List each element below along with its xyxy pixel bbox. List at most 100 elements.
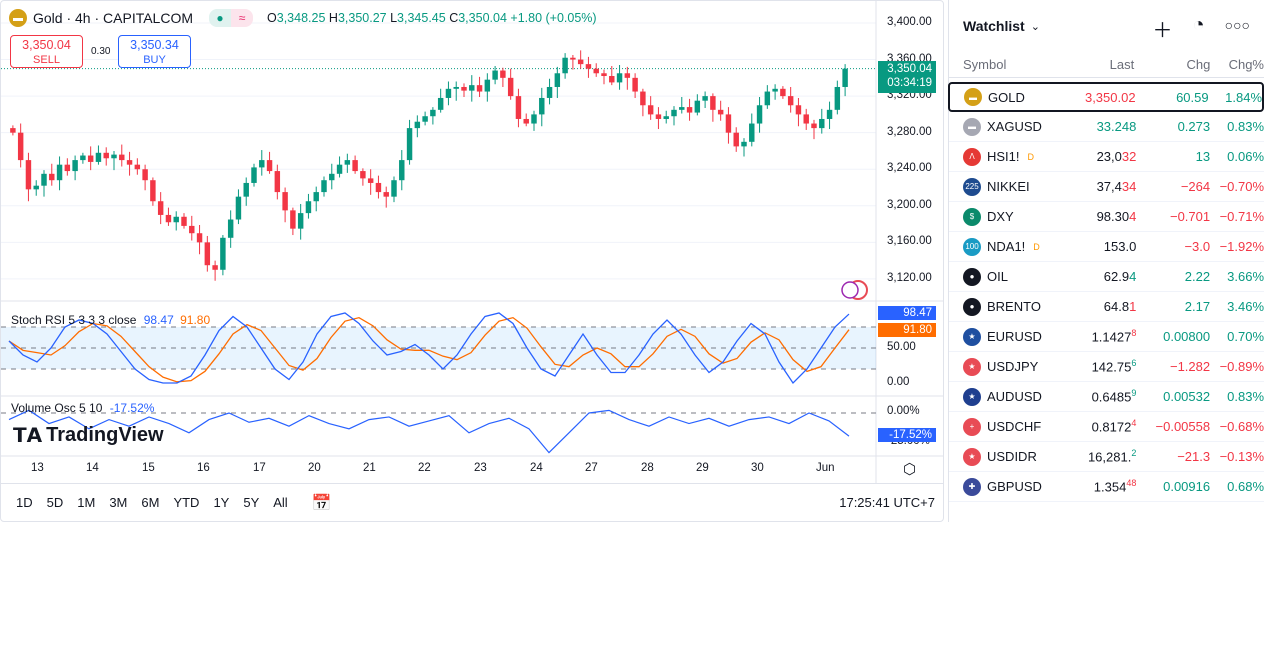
more-options-icon[interactable]: ○○○ [1224,17,1250,33]
candle-body [227,219,234,238]
watchlist-row-eurusd[interactable]: ★ EURUSD 1.14278 0.00800 0.70% [949,322,1264,352]
watchlist-row-nda1[interactable]: 100 NDA1! D 153.0 −3.0 −1.92% [949,232,1264,262]
candle-body [803,114,809,124]
bottom-toolbar: 1D 5D 1M 3M 6M YTD 1Y 5Y All 📅 17:25:41 UTC+7 [1,483,943,521]
candle-body [72,160,78,172]
range-button-ytd[interactable]: YTD [173,495,200,510]
watchlist-row-usdidr[interactable]: ★ USDIDR 16,281.2 −21.3 −0.13% [949,442,1264,472]
settings-icon[interactable]: ⬡ [903,461,917,478]
col-symbol[interactable]: Symbol [963,57,1007,72]
change-percent: −1.92% [1219,239,1264,254]
change: 2.17 [1184,299,1211,314]
change: 0.00916 [1163,479,1211,494]
range-button-5d[interactable]: 5D [46,495,64,510]
time-label: 22 [418,462,431,474]
watchlist-row-brento[interactable]: ● BRENTO 64.81 2.17 3.46% [949,292,1264,322]
time-label: 21 [363,462,376,474]
date-range-icon[interactable]: 📅 [311,494,332,512]
market-status[interactable]: ● ≈ [209,9,254,27]
candle-body [453,86,459,89]
stoch-rsi-legend[interactable]: Stoch RSI 5 3 3 3 close 98.47 91.80 [11,313,210,327]
candle-body [134,164,141,170]
price-label: 3,120.00 [887,271,932,284]
watchlist-title[interactable]: Watchlist [963,18,1025,34]
candle-body [111,154,117,159]
candle-body [321,180,327,193]
candle-body [360,171,366,179]
bar-countdown: 03:34:19 [887,77,932,89]
nasdaq-100-icon: 100 [963,237,981,256]
watchlist-row-gold[interactable]: ▬ GOLD 3,350.02 60.59 1.84% [948,82,1264,112]
candle-body [842,68,848,87]
range-button-1d[interactable]: 1D [16,495,33,510]
watchlist-row-hsi1[interactable]: Λ HSI1! D 23,032 13 0.06% [949,142,1264,172]
candle-body [539,97,545,115]
watchlist-row-usdjpy[interactable]: ★ USDJPY 142.756 −1.282 −0.89% [949,352,1264,382]
advanced-view-icon[interactable]: ◔ [1192,14,1205,36]
col-chg-pct[interactable]: Chg% [1228,57,1264,72]
last-tail: 8 [1131,328,1137,339]
range-button-6m[interactable]: 6M [141,495,160,510]
candle-body [717,109,724,115]
watchlist-row-xagusd[interactable]: ▬ XAGUSD 33.248 0.273 0.83% [949,112,1264,142]
last-tail: 1 [1129,299,1137,314]
chevron-down-icon[interactable]: ⌄ [1030,20,1040,33]
symbol-legend: ▬ Gold · 4h · CAPITALCOM ● ≈ O3,348.25 H3… [9,9,597,27]
candle-body [352,160,358,172]
last-tail: 48 [1126,478,1137,489]
change-percent: −0.71% [1219,209,1264,224]
silver-bar-icon: ▬ [963,117,981,136]
candle-body [492,70,498,80]
chart-panel[interactable]: ▬ Gold · 4h · CAPITALCOM ● ≈ O3,348.25 H3… [0,0,944,522]
tradingview-logo[interactable]: 𝗧𝗔 TradingView [13,423,164,448]
time-label: 17 [253,462,266,474]
change-percent: 0.83% [1227,389,1264,404]
time-label: Jun [816,462,835,474]
delayed-badge: D [1027,151,1035,162]
symbol-name: OIL [987,269,1008,284]
candle-body [430,109,436,117]
watchlist-row-audusd[interactable]: ★ AUDUSD 0.64859 0.00532 0.83% [949,382,1264,412]
symbol-title[interactable]: Gold · 4h · CAPITALCOM [33,10,194,26]
candle-body [756,105,763,124]
last-tail: 4 [1129,209,1137,224]
candle-body [484,79,491,92]
range-button-1m[interactable]: 1M [77,495,96,510]
watchlist-row-gbpusd[interactable]: ✚ GBPUSD 1.35448 0.00916 0.68% [949,472,1264,502]
col-chg[interactable]: Chg [1186,57,1211,72]
watchlist-row-usdchf[interactable]: + USDCHF 0.81724 −0.00558 −0.68% [949,412,1264,442]
stoch-d-tag: 91.80 [878,323,936,337]
buy-button[interactable]: 3,350.34 BUY [118,35,191,68]
time-label: 15 [142,462,155,474]
clock[interactable]: 17:25:41 UTC+7 [839,495,935,510]
volume-osc-legend[interactable]: Volume Osc 5 10 -17.52% [11,401,154,415]
candle-body [515,96,522,119]
candle-body [702,96,708,101]
watchlist-row-dxy[interactable]: $ DXY 98.304 −0.701 −0.71% [949,202,1264,232]
vol-axis-25: -25.00% [887,439,930,447]
change-percent: 0.68% [1227,479,1264,494]
candle-body [329,173,335,181]
col-last[interactable]: Last [1109,57,1135,72]
delayed-data-icon: ≈ [231,9,254,27]
last-price: 33.248 [1096,119,1137,134]
watchlist-row-oil[interactable]: ● OIL 62.94 2.22 3.66% [949,262,1264,292]
sell-button[interactable]: 3,350.04 SELL [10,35,83,68]
range-button-all[interactable]: All [273,495,288,510]
add-symbol-icon[interactable]: ＋ [1152,20,1173,42]
watchlist-row-nikkei[interactable]: 225 NIKKEI 37,434 −264 −0.70% [949,172,1264,202]
chart-canvas[interactable] [1,1,944,483]
change-percent: 3.46% [1227,299,1264,314]
candle-body [469,85,475,91]
range-button-5y[interactable]: 5Y [243,495,260,510]
range-button-3m[interactable]: 3M [109,495,128,510]
candle-body [243,182,249,197]
last-tail: 9 [1131,388,1137,399]
candle-body [671,109,677,117]
candle-body [165,214,172,223]
stoch-band [1,327,876,369]
range-button-1y[interactable]: 1Y [213,495,230,510]
stoch-axis-0: 0.00 [887,376,910,388]
candle-body [313,192,319,202]
candle-body [406,128,413,161]
